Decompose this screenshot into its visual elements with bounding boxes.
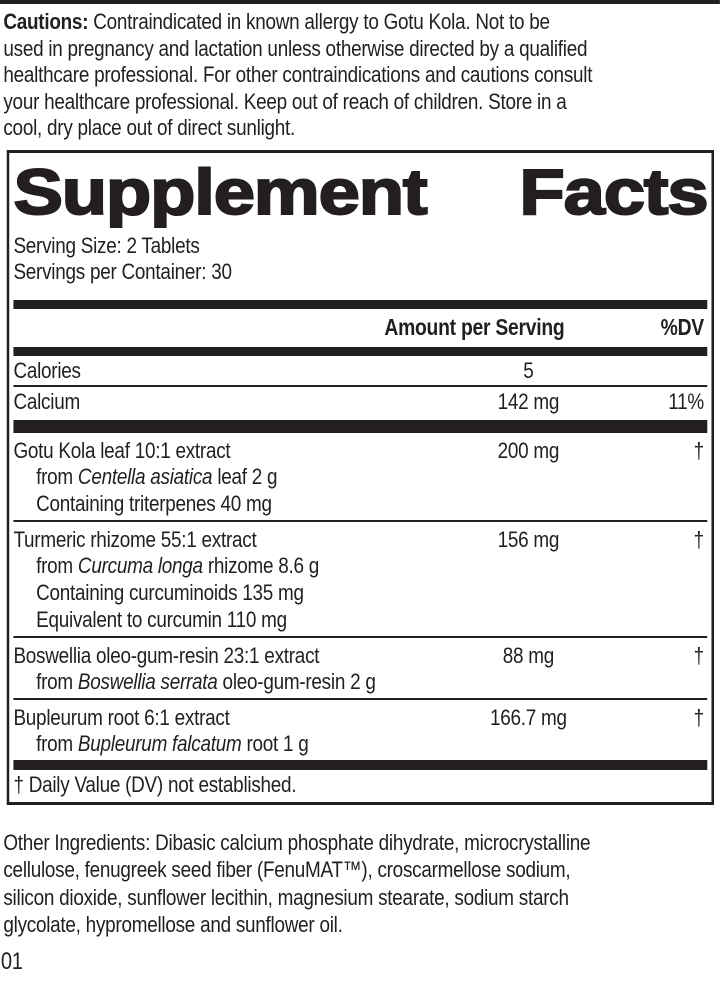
cautions-line: Cautions: Contraindicated in known aller…	[3, 9, 720, 36]
row-rule	[13, 635, 708, 638]
row-rule	[13, 697, 708, 700]
ingredient-row: Turmeric rhizome 55:1 extract 156 mg †	[13, 526, 707, 552]
latin-name: Curcuma longa	[77, 552, 203, 578]
subline-text: from	[36, 730, 78, 756]
ingredient-subline: from Centella asiatica leaf 2 g	[13, 463, 707, 490]
subline-text: from	[36, 463, 78, 489]
ingredient-name: Gotu Kola leaf 10:1 extract	[13, 437, 231, 463]
footer-code: 01	[0, 947, 23, 975]
subline-text: root 1 g	[241, 730, 309, 756]
cautions-line: used in pregnancy and lactation unless o…	[3, 35, 588, 61]
supplement-facts-panel: Supplement Facts Serving Size: 2 Tablets…	[6, 149, 715, 805]
divider-bar	[13, 759, 708, 770]
latin-name: Boswellia serrata	[77, 668, 218, 694]
ingredient-subline: Equivalent to curcumin 110 mg	[13, 606, 707, 633]
subline-text: oleo-gum-resin 2 g	[217, 668, 376, 694]
nutrient-amount: 5	[523, 357, 534, 383]
subline-text: Containing triterpenes 40 mg	[36, 490, 272, 516]
subline-text: from	[36, 668, 78, 694]
ingredient-dv-dagger: †	[693, 526, 705, 552]
title-word-facts: Facts	[518, 155, 709, 228]
nutrient-row-calcium: Calcium 142 mg 11%	[13, 387, 707, 416]
ingredient-name: Boswellia oleo-gum-resin 23:1 extract	[13, 642, 320, 668]
supplement-facts-title: Supplement Facts	[12, 155, 709, 228]
ingredient-subline: from Curcuma longa rhizome 8.6 g	[13, 552, 707, 579]
amount-per-serving-header: Amount per Serving	[384, 313, 565, 340]
subline-text: rhizome 8.6 g	[202, 552, 320, 578]
ingredient-amount: 88 mg	[502, 642, 555, 668]
nutrient-amount: 142 mg	[497, 388, 560, 414]
ingredient-group-turmeric: Turmeric rhizome 55:1 extract 156 mg † f…	[13, 522, 707, 636]
other-ingredients-line: cellulose, fenugreek seed fiber (FenuMAT…	[3, 857, 571, 882]
top-border-bar	[0, 0, 720, 4]
dv-footnote: † Daily Value (DV) not established.	[13, 771, 297, 797]
divider-bar	[13, 346, 708, 356]
ingredient-amount: 200 mg	[497, 437, 560, 463]
nutrient-name: Calories	[13, 357, 81, 383]
cautions-paragraph: Cautions: Contraindicated in known aller…	[3, 9, 720, 142]
other-ingredients-line: glycolate, hypromellose and sunflower oi…	[3, 912, 343, 937]
row-rule	[13, 519, 708, 522]
subline-text: Containing curcuminoids 135 mg	[36, 579, 304, 605]
ingredient-dv-dagger: †	[693, 437, 705, 463]
other-ingredients-paragraph: Other Ingredients: Dibasic calcium phosp…	[3, 829, 720, 939]
cautions-line: your healthcare professional. Keep out o…	[3, 88, 567, 114]
ingredient-amount: 166.7 mg	[489, 704, 567, 730]
ingredient-subline: Containing triterpenes 40 mg	[13, 490, 707, 517]
ingredient-subline: from Bupleurum falcatum root 1 g	[13, 730, 707, 757]
cautions-line: cool, dry place out of direct sunlight.	[3, 115, 296, 140]
other-ingredients-line: silicon dioxide, sunflower lecithin, mag…	[3, 884, 569, 910]
nutrient-name: Calcium	[13, 388, 80, 414]
cautions-text: Contraindicated in known allergy to Gotu…	[88, 9, 550, 34]
subline-text: leaf 2 g	[212, 463, 278, 489]
cautions-label: Cautions:	[3, 9, 89, 34]
ingredient-name: Turmeric rhizome 55:1 extract	[13, 526, 257, 552]
ingredient-group-gotu-kola: Gotu Kola leaf 10:1 extract 200 mg † fro…	[13, 433, 707, 520]
nutrient-row-calories: Calories 5	[13, 356, 707, 385]
latin-name: Centella asiatica	[77, 463, 213, 489]
dv-header: %DV	[660, 313, 705, 340]
nutrient-dv: 11%	[668, 388, 704, 414]
section-divider-bar	[13, 419, 708, 433]
latin-name: Bupleurum falcatum	[77, 730, 242, 756]
nutrient-dv	[623, 359, 707, 383]
title-word-supplement: Supplement	[12, 155, 428, 228]
ingredient-row: Boswellia oleo-gum-resin 23:1 extract 88…	[13, 642, 707, 668]
ingredient-dv-dagger: †	[693, 704, 705, 730]
subline-text: Equivalent to curcumin 110 mg	[36, 606, 287, 632]
ingredient-dv-dagger: †	[693, 642, 705, 668]
row-rule	[13, 384, 708, 387]
ingredient-name: Bupleurum root 6:1 extract	[13, 704, 230, 730]
subline-text: from	[36, 552, 78, 578]
ingredient-amount: 156 mg	[497, 526, 560, 552]
ingredient-row: Gotu Kola leaf 10:1 extract 200 mg †	[13, 437, 707, 463]
ingredient-group-bupleurum: Bupleurum root 6:1 extract 166.7 mg † fr…	[13, 700, 707, 760]
divider-bar	[13, 299, 708, 309]
column-header-row: Amount per Serving %DV	[13, 309, 707, 347]
cautions-line: healthcare professional. For other contr…	[3, 62, 593, 87]
ingredient-subline: from Boswellia serrata oleo-gum-resin 2 …	[13, 668, 707, 695]
ingredient-group-boswellia: Boswellia oleo-gum-resin 23:1 extract 88…	[13, 638, 707, 698]
servings-per-container: Servings per Container: 30	[13, 259, 232, 284]
other-ingredients-line: Other Ingredients: Dibasic calcium phosp…	[3, 829, 591, 855]
serving-size: Serving Size: 2 Tablets	[13, 232, 200, 258]
ingredient-row: Bupleurum root 6:1 extract 166.7 mg †	[13, 704, 707, 730]
ingredient-subline: Containing curcuminoids 135 mg	[13, 579, 707, 606]
